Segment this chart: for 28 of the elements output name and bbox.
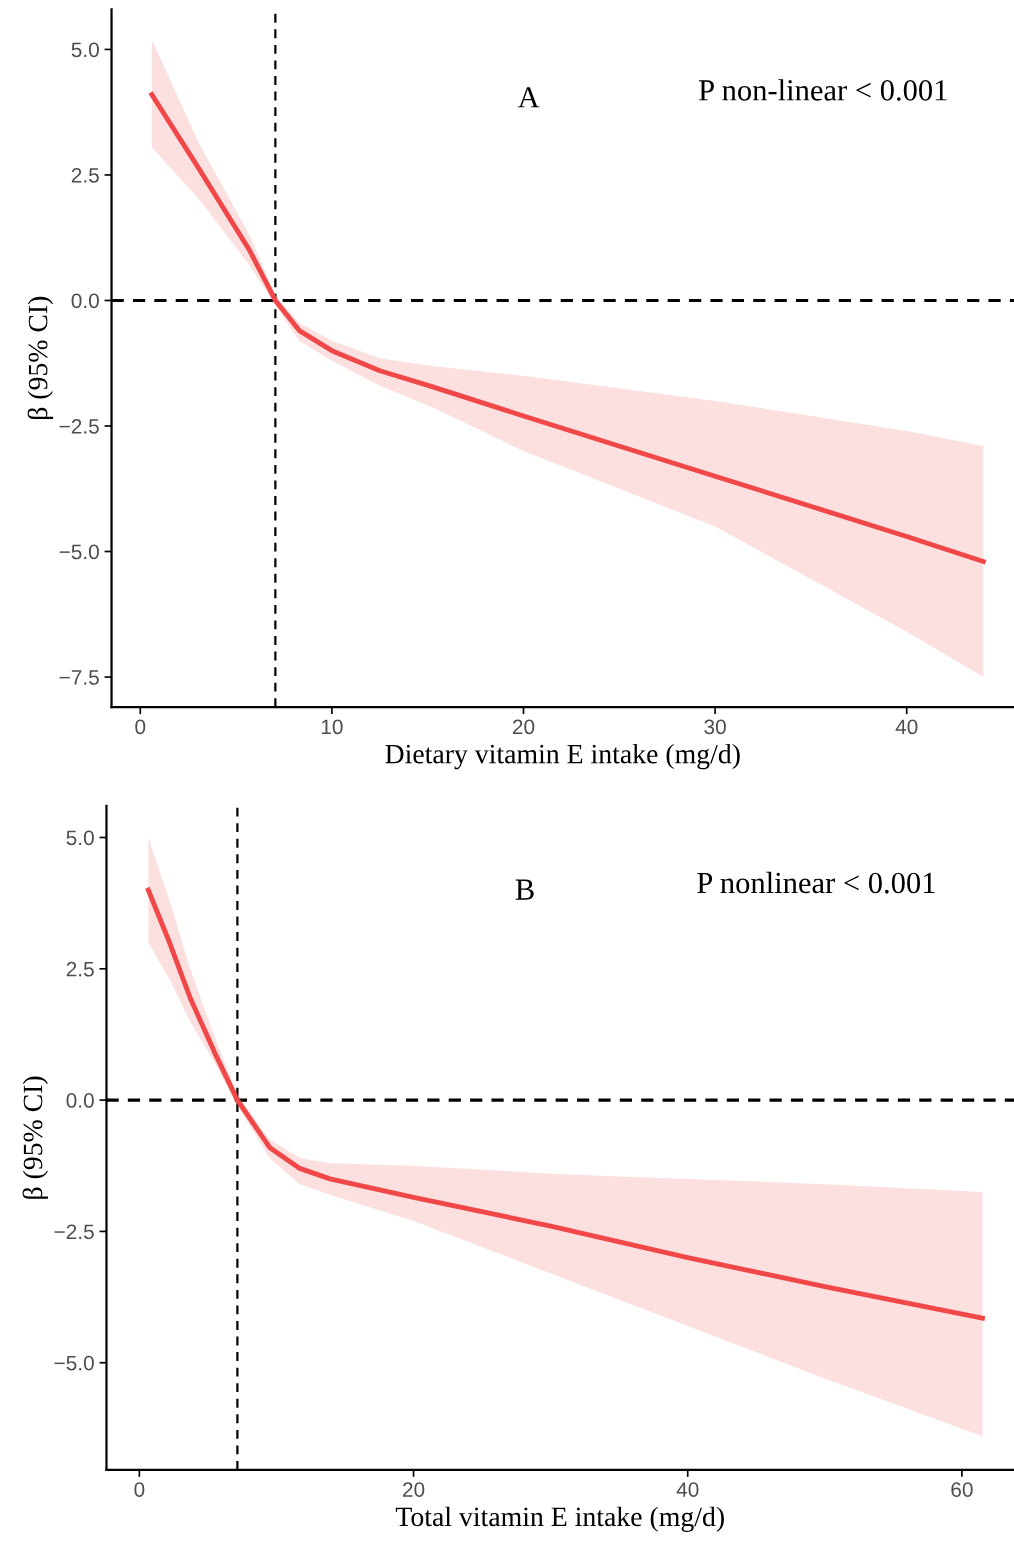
y-tick-label: −5.0	[59, 544, 99, 560]
x-axis-title: Dietary vitamin E intake (mg/d)	[385, 743, 740, 770]
y-axis-title: β (95% CI)	[27, 296, 54, 420]
annotation: B	[515, 879, 534, 900]
x-tick-label: 20	[403, 1482, 425, 1497]
x-tick-label: 0	[135, 719, 146, 735]
x-tick-label: 40	[895, 719, 918, 735]
x-axis-title: Total vitamin E intake (mg/d)	[395, 1506, 724, 1532]
y-tick-label: 0.0	[71, 293, 99, 309]
y-tick-label: −7.5	[59, 670, 99, 685]
x-tick-label: 0	[134, 1482, 145, 1497]
y-tick-label: −2.5	[54, 1224, 94, 1240]
x-tick-label: 40	[676, 1482, 699, 1497]
y-tick-label: 5.0	[71, 42, 99, 58]
y-tick-label: 0.0	[66, 1093, 94, 1108]
x-tick-label: 10	[321, 719, 343, 735]
y-tick-label: −5.0	[54, 1355, 94, 1371]
annotation: P nonlinear < 0.001	[697, 871, 935, 894]
x-tick-label: 60	[951, 1482, 973, 1497]
y-tick-label: 2.5	[66, 961, 94, 977]
x-tick-label: 30	[704, 719, 726, 735]
annotation: P non-linear < 0.001	[699, 79, 947, 101]
y-tick-label: 2.5	[71, 167, 99, 183]
y-tick-label: −2.5	[59, 418, 99, 434]
y-tick-label: 5.0	[66, 830, 94, 846]
x-tick-label: 20	[512, 719, 535, 735]
annotation: A	[517, 87, 540, 108]
y-axis-title: β (95% CI)	[22, 1076, 48, 1199]
